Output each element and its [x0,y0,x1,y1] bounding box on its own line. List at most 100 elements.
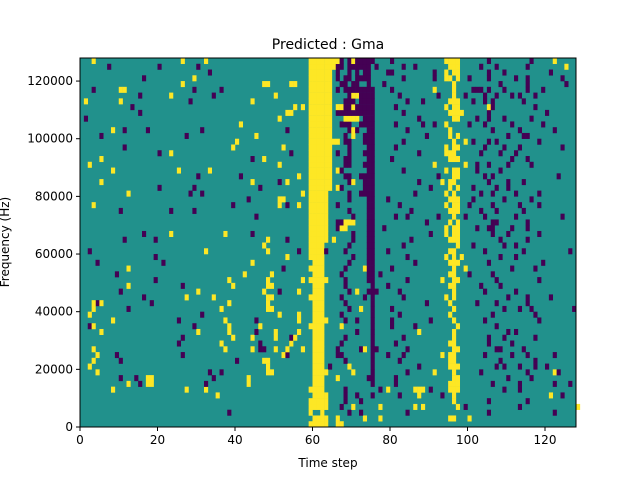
heatmap-cell [289,150,294,157]
heatmap-cell [572,305,577,312]
y-tick-label: 120000 [27,74,73,88]
heatmap-cell [308,207,313,214]
heatmap-cell [308,121,313,128]
heatmap-cell [436,213,441,220]
heatmap-cell [335,375,340,382]
heatmap-cell [455,144,461,151]
heatmap-cell [316,86,321,93]
heatmap-cell [262,346,267,353]
heatmap-cell [397,357,402,364]
heatmap-cell [324,150,329,157]
heatmap-cell [351,230,356,237]
heatmap-cell [320,357,325,364]
heatmap-cell [347,121,352,128]
heatmap-cell [440,277,445,284]
heatmap-cell [405,254,410,261]
heatmap-cell [324,196,329,203]
heatmap-cell [312,161,317,168]
heatmap-cell [564,63,569,70]
heatmap-cell [366,242,371,249]
heatmap-cell [390,58,395,65]
heatmap-cell [502,386,507,393]
heatmap-cell [211,375,216,382]
heatmap-cell [328,81,333,88]
heatmap-cell [297,328,302,335]
heatmap-cell [378,386,383,393]
heatmap-cell [521,132,526,139]
heatmap-cell [328,127,333,134]
heatmap-cell [440,352,445,359]
heatmap-cell [452,265,457,272]
heatmap-cell [312,184,317,191]
heatmap-cell [250,98,255,105]
heatmap-cell [432,69,437,76]
heatmap-cell [490,311,495,318]
heatmap-cell [262,242,267,249]
heatmap-cell [339,58,344,65]
heatmap-cell [490,173,495,180]
heatmap-cell [308,184,313,191]
heatmap-cell [324,248,329,255]
heatmap-cell [312,346,317,353]
heatmap-cell [552,127,557,134]
heatmap-cell [347,219,352,226]
heatmap-cell [320,58,325,65]
heatmap-cell [312,202,317,209]
heatmap-cell [448,259,453,266]
heatmap-cell [312,323,317,330]
heatmap-cell [312,230,317,237]
heatmap-cell [289,334,294,341]
heatmap-cell [351,213,356,220]
heatmap-cell [444,69,449,76]
heatmap-cell [254,317,259,324]
heatmap-cell [486,86,492,93]
heatmap-cell [320,328,325,335]
heatmap-cell [362,150,368,157]
heatmap-cell [130,104,135,111]
heatmap-cell [475,167,480,174]
heatmap-cell [479,207,484,214]
heatmap-cell [312,271,317,278]
heatmap-cell [455,75,461,82]
heatmap-cell [277,196,282,203]
heatmap-cell [347,173,352,180]
heatmap-cell [393,121,399,128]
heatmap-cell [514,242,519,249]
heatmap-cell [401,167,406,174]
heatmap-cell [455,69,461,76]
heatmap-cell [359,305,364,312]
y-tick-label: 20000 [35,362,73,376]
heatmap-cell [324,190,329,197]
heatmap-cell [452,225,457,232]
heatmap-cell [448,58,453,65]
heatmap-cell [316,305,321,312]
heatmap-cell [448,386,453,393]
heatmap-cell [382,225,387,232]
heatmap-cell [211,92,216,99]
heatmap-cell [339,340,344,347]
heatmap-cell [366,138,371,145]
heatmap-cell [316,75,321,82]
heatmap-cell [366,277,371,284]
heatmap-cell [366,81,371,88]
heatmap-cell [362,179,368,186]
heatmap-cell [548,294,554,301]
heatmap-cell [335,346,340,353]
heatmap-cell [312,58,317,65]
heatmap-cell [320,138,325,145]
heatmap-cell [362,109,368,116]
heatmap-cell [207,167,213,174]
heatmap-cell [545,363,550,370]
heatmap-cell [316,340,321,347]
heatmap-cell [452,334,457,341]
heatmap-cell [386,352,391,359]
heatmap-cell [266,248,271,255]
heatmap-cell [486,398,492,405]
heatmap-cell [308,254,313,261]
chart-title: Predicted : Gma [272,37,384,53]
heatmap-cell [514,213,519,220]
heatmap-cell [448,184,453,191]
heatmap-cell [328,184,333,191]
heatmap-cell [486,75,492,82]
